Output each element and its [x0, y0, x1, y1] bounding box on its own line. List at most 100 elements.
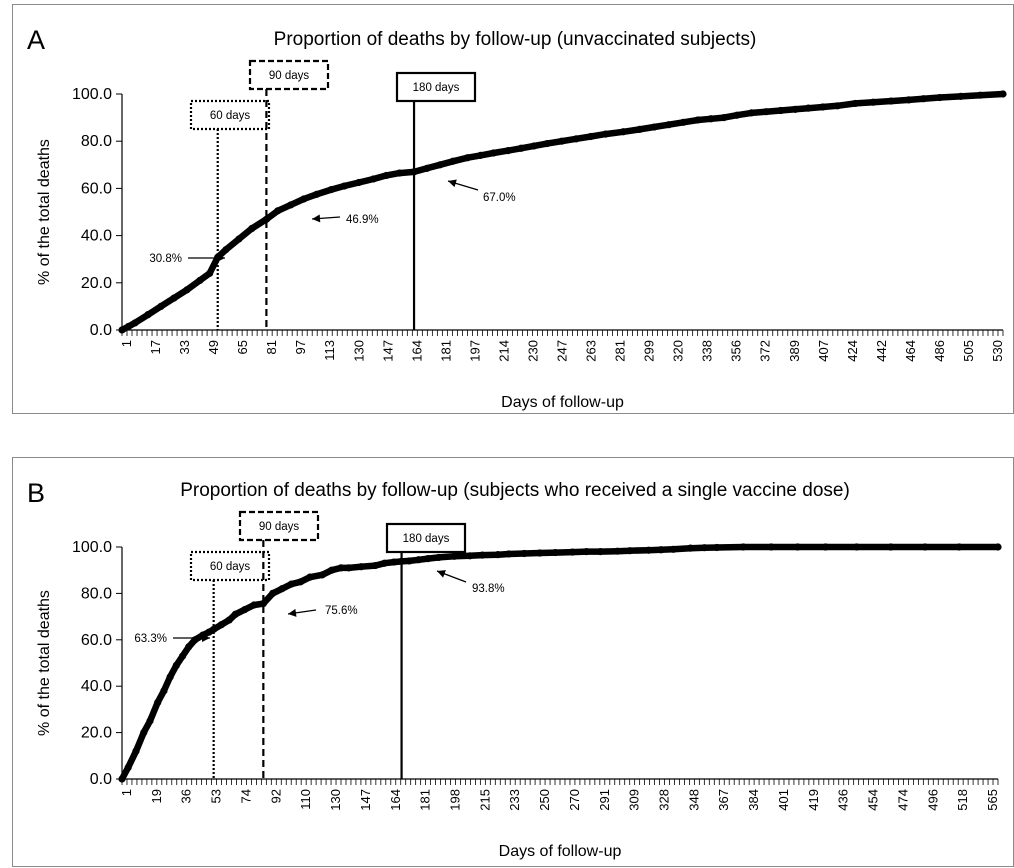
x-tick-label: 299	[642, 340, 657, 362]
percent-annotation: 30.8%	[149, 253, 182, 265]
x-tick-label: 407	[816, 340, 831, 362]
y-axis-label: % of the total deaths	[36, 590, 53, 736]
x-tick-label: 348	[686, 789, 701, 811]
y-tick-label: 40.0	[81, 228, 112, 245]
x-tick-label: 92	[268, 789, 283, 803]
chart-b-svg: B Proportion of deaths by follow-up (subj…	[27, 478, 1002, 860]
data-point	[300, 195, 308, 203]
data-point	[819, 103, 827, 111]
data-point	[450, 552, 458, 560]
percent-annotation: 93.8%	[472, 583, 505, 595]
reference-label: 180 days	[413, 82, 460, 94]
data-point	[587, 132, 595, 141]
x-tick-label: 1	[119, 789, 134, 796]
data-point	[921, 543, 929, 551]
x-tick-label: 530	[990, 340, 1005, 362]
x-tick-label: 505	[961, 340, 976, 362]
data-point	[558, 137, 566, 145]
x-tick-label: 181	[438, 340, 453, 362]
x-tick-label: 419	[806, 789, 821, 811]
reference-label: 60 days	[210, 561, 251, 573]
data-point	[905, 96, 913, 104]
reference-label: 60 days	[210, 110, 251, 122]
data-point	[340, 182, 348, 190]
data-point	[955, 543, 963, 551]
x-tick-label: 233	[507, 789, 522, 811]
data-point	[355, 178, 363, 187]
data-point	[494, 551, 502, 559]
data-point	[707, 115, 715, 123]
data-point	[178, 652, 187, 660]
reference-label-box	[385, 522, 467, 554]
data-point	[568, 548, 577, 556]
x-tick-label: 389	[787, 340, 802, 362]
data-point	[449, 157, 457, 165]
data-point	[478, 551, 486, 559]
data-point	[650, 123, 658, 131]
data-point	[777, 106, 785, 115]
x-tick-label: 250	[537, 789, 552, 811]
data-point	[405, 557, 413, 565]
data-point	[328, 566, 336, 574]
x-tick-label: 436	[836, 789, 851, 811]
data-point	[994, 543, 1002, 551]
data-point	[222, 246, 230, 254]
data-point	[287, 201, 295, 209]
data-point	[124, 322, 133, 331]
x-tick-label: 338	[700, 340, 715, 362]
x-tick-label: 36	[179, 789, 194, 803]
data-point	[919, 95, 928, 103]
data-point	[146, 717, 154, 725]
data-point	[476, 151, 485, 159]
data-point	[345, 564, 353, 572]
data-point	[327, 185, 335, 194]
data-point	[619, 128, 627, 136]
data-point	[720, 114, 728, 122]
x-tick-label: 49	[206, 340, 221, 354]
data-point	[124, 763, 132, 771]
x-tick-label: 291	[597, 789, 612, 811]
y-tick-label: 100.0	[72, 539, 112, 556]
chart-title: Proportion of deaths by follow-up (unvac…	[274, 29, 757, 50]
data-point	[278, 585, 286, 593]
data-point	[887, 543, 895, 551]
data-point	[489, 149, 498, 157]
x-tick-label: 372	[758, 340, 773, 362]
data-point	[739, 543, 747, 551]
x-tick-label: 474	[895, 789, 910, 811]
data-point	[248, 224, 256, 233]
data-point	[999, 90, 1007, 98]
data-point	[166, 673, 174, 681]
data-point	[118, 326, 126, 334]
x-tick-label: 215	[477, 789, 492, 811]
chart-panel-a: A Proportion of deaths by follow-up (unva…	[12, 4, 1014, 414]
data-point	[504, 147, 512, 155]
data-point	[851, 99, 859, 108]
data-point	[424, 555, 432, 563]
x-tick-label: 19	[149, 789, 164, 803]
data-point	[791, 105, 799, 113]
data-point	[235, 235, 243, 243]
annotation-arrow-head	[217, 254, 225, 262]
x-tick-label: 130	[328, 789, 343, 811]
x-tick-label: 197	[467, 340, 482, 362]
x-tick-label: 74	[238, 789, 253, 803]
series-line	[118, 543, 1002, 783]
data-point	[572, 135, 580, 143]
reference-label-box	[189, 99, 271, 131]
data-point	[397, 557, 406, 565]
data-point	[466, 552, 474, 560]
data-point	[357, 563, 365, 571]
annotation-arrow-head	[437, 570, 446, 578]
data-point	[415, 556, 423, 564]
data-point	[225, 616, 233, 624]
data-point	[318, 571, 326, 579]
data-point	[713, 543, 721, 552]
x-tick-label: 164	[388, 789, 403, 811]
data-point	[410, 168, 418, 176]
data-point	[191, 636, 199, 644]
x-tick-label: 486	[932, 340, 947, 362]
x-tick-label: 130	[351, 340, 366, 362]
data-point	[936, 93, 944, 102]
x-tick-label: 147	[380, 340, 395, 362]
